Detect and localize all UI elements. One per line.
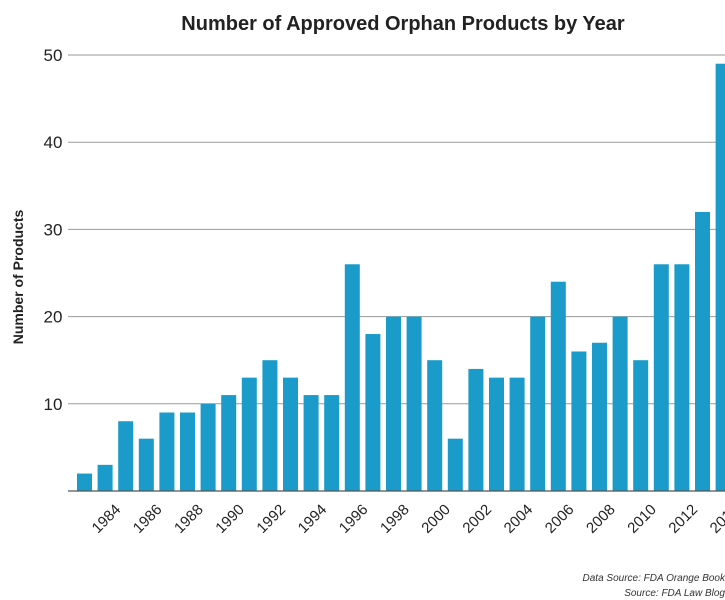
bar-2003 (489, 377, 504, 491)
x-tick-label: 2006 (542, 501, 578, 537)
bar-2011 (653, 264, 669, 491)
x-axis-ticks: 1984 1986 1988 1990 1992 1994 1996 1998 2000 2002… (89, 501, 725, 537)
bar-1989 (200, 403, 216, 491)
y-tick-label: 10 (44, 395, 63, 414)
source-note: Source: FDA Law Blog (624, 588, 725, 599)
bar-1986 (138, 438, 154, 491)
x-tick-label: 1998 (377, 501, 413, 537)
bar-2014 (715, 63, 725, 491)
bar-2009 (612, 316, 628, 491)
chart-title: Number of Approved Orphan Products by Ye… (181, 13, 625, 35)
bar-2007 (571, 351, 587, 491)
bar-1983 (77, 473, 92, 491)
bar-2005 (530, 316, 546, 491)
bar-2008 (592, 342, 607, 491)
bar-1996 (344, 264, 360, 491)
x-tick-label: 1986 (130, 501, 166, 537)
y-tick-label: 20 (44, 308, 63, 327)
y-tick-label: 40 (44, 133, 63, 152)
x-tick-label: 2010 (624, 501, 660, 537)
bar-1984 (97, 464, 113, 491)
x-tick-label: 2002 (459, 501, 495, 537)
x-tick-label: 1990 (212, 501, 248, 537)
bar-1995 (324, 395, 340, 491)
bar-2004 (509, 377, 525, 491)
x-tick-label: 2014 (707, 501, 725, 537)
x-tick-label: 2004 (501, 501, 537, 537)
bar-1997 (365, 334, 381, 491)
data-source-note: Data Source: FDA Orange Book (583, 573, 725, 584)
bar-1992 (262, 360, 278, 491)
bar-2000 (427, 360, 443, 491)
bar-1994 (303, 395, 319, 491)
bar-1993 (283, 377, 298, 491)
y-axis-label: Number of Products (10, 210, 26, 345)
bar-2006 (550, 281, 566, 491)
bar-2010 (633, 360, 649, 491)
x-tick-label: 2000 (418, 501, 454, 537)
bar-1985 (118, 421, 134, 491)
bar-1990 (221, 395, 237, 491)
x-tick-label: 2012 (665, 501, 701, 537)
x-tick-label: 1994 (295, 501, 331, 537)
bar-2012 (674, 264, 690, 491)
bar-1998 (386, 316, 401, 491)
bar-1991 (241, 377, 257, 491)
bar-1987 (159, 412, 175, 491)
x-tick-label: 1992 (253, 501, 289, 537)
y-tick-label: 50 (44, 46, 63, 65)
x-tick-label: 2008 (583, 501, 619, 537)
x-tick-label: 1984 (89, 501, 125, 537)
bar-1988 (180, 412, 195, 491)
bar-1999 (406, 316, 422, 491)
y-tick-label: 30 (44, 220, 63, 239)
bar-2002 (468, 368, 484, 491)
x-tick-label: 1988 (171, 501, 207, 537)
y-axis-ticks: 10 20 30 40 50 (44, 46, 63, 414)
bar-2001 (447, 438, 463, 491)
bar-2013 (695, 211, 710, 491)
x-tick-label: 1996 (336, 501, 372, 537)
bars (77, 63, 725, 491)
